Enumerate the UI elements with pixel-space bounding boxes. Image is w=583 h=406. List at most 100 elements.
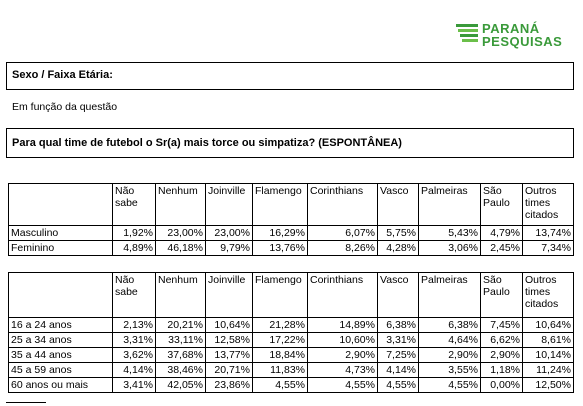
corner-cell: [8, 272, 113, 318]
value-cell: 3,62%: [112, 347, 156, 363]
value-cell: 7,25%: [377, 347, 419, 363]
value-cell: 23,00%: [155, 225, 206, 241]
column-header: Palmeiras: [418, 183, 481, 226]
value-cell: 9,79%: [205, 240, 253, 256]
value-cell: 12,58%: [205, 332, 253, 348]
value-cell: 5,43%: [418, 225, 481, 241]
value-cell: 4,64%: [418, 332, 481, 348]
value-cell: 6,62%: [480, 332, 523, 348]
value-cell: 20,21%: [155, 317, 206, 333]
column-header: Outros times citados: [522, 183, 574, 226]
value-cell: 42,05%: [155, 377, 206, 393]
value-cell: 2,90%: [480, 347, 523, 363]
data-row: Feminino 4,89% 46,18% 9,79% 13,76% 8,26% 4,28%…: [8, 240, 574, 256]
value-cell: 4,55%: [418, 377, 481, 393]
row-label: 45 a 59 anos: [8, 362, 113, 378]
logo-text: PARANÁ: [482, 21, 540, 36]
value-cell: 3,55%: [418, 362, 481, 378]
value-cell: 7,34%: [522, 240, 574, 256]
value-cell: 12,50%: [522, 377, 574, 393]
header-row: Não sabe Nenhum Joinville Flamengo Corinthia…: [8, 183, 574, 226]
value-cell: 2,90%: [307, 347, 378, 363]
section-subtitle: Em função da questão: [12, 101, 118, 113]
value-cell: 33,11%: [155, 332, 206, 348]
value-cell: 18,84%: [252, 347, 308, 363]
column-header: Joinville: [205, 183, 253, 226]
value-cell: 2,90%: [418, 347, 481, 363]
value-cell: 10,14%: [522, 347, 574, 363]
value-cell: 8,61%: [522, 332, 574, 348]
value-cell: 14,89%: [307, 317, 378, 333]
value-cell: 2,13%: [112, 317, 156, 333]
header-row: Não sabe Nenhum Joinville Flamengo Corinthia…: [8, 272, 574, 318]
value-cell: 4,28%: [377, 240, 419, 256]
value-cell: 3,31%: [377, 332, 419, 348]
data-table: Não sabe Nenhum Joinville Flamengo Corinthia…: [8, 272, 574, 393]
value-cell: 3,41%: [112, 377, 156, 393]
value-cell: 23,86%: [205, 377, 253, 393]
question: Para qual time de futebol o Sr(a) mais t…: [12, 137, 402, 149]
column-header: Outros times citados: [522, 272, 574, 318]
column-header: Corinthians: [307, 272, 378, 318]
value-cell: 4,89%: [112, 240, 156, 256]
value-cell: 37,68%: [155, 347, 206, 363]
data-row: 35 a 44 anos 3,62% 37,68% 13,77% 18,84% 2,90%…: [8, 347, 574, 363]
value-cell: 6,38%: [418, 317, 481, 333]
column-header: Flamengo: [252, 183, 308, 226]
value-cell: 4,55%: [252, 377, 308, 393]
value-cell: 17,22%: [252, 332, 308, 348]
column-header: Palmeiras: [418, 272, 481, 318]
value-cell: 20,71%: [205, 362, 253, 378]
value-cell: 13,76%: [252, 240, 308, 256]
value-cell: 23,00%: [205, 225, 253, 241]
column-header: Vasco: [377, 183, 419, 226]
column-header: Corinthians: [307, 183, 378, 226]
value-cell: 4,55%: [307, 377, 378, 393]
value-cell: 46,18%: [155, 240, 206, 256]
value-cell: 11,24%: [522, 362, 574, 378]
column-header: Vasco: [377, 272, 419, 318]
data-row: 16 a 24 anos 2,13% 20,21% 10,64% 21,28% 14,89…: [8, 317, 574, 333]
value-cell: 10,64%: [205, 317, 253, 333]
value-cell: 10,64%: [522, 317, 574, 333]
value-cell: 8,26%: [307, 240, 378, 256]
value-cell: 0,00%: [480, 377, 523, 393]
value-cell: 21,28%: [252, 317, 308, 333]
data-row: 60 anos ou mais 3,41% 42,05% 23,86% 4,55% 4,5…: [8, 377, 574, 393]
value-cell: 2,45%: [480, 240, 523, 256]
value-cell: 6,07%: [307, 225, 378, 241]
logo-mark: [456, 24, 478, 42]
column-header: Nenhum: [155, 272, 206, 318]
value-cell: 1,18%: [480, 362, 523, 378]
value-cell: 4,79%: [480, 225, 523, 241]
value-cell: 13,77%: [205, 347, 253, 363]
section-title: Sexo / Faixa Etária:: [12, 69, 113, 81]
column-header: São Paulo: [480, 272, 523, 318]
value-cell: 6,38%: [377, 317, 419, 333]
value-cell: 13,74%: [522, 225, 574, 241]
footer-rule: [6, 402, 46, 403]
value-cell: 4,55%: [377, 377, 419, 393]
column-header: Não sabe: [112, 183, 156, 226]
value-cell: 16,29%: [252, 225, 308, 241]
value-cell: 3,06%: [418, 240, 481, 256]
column-header: Flamengo: [252, 272, 308, 318]
column-header: Joinville: [205, 272, 253, 318]
value-cell: 38,46%: [155, 362, 206, 378]
data-table: Não sabe Nenhum Joinville Flamengo Corinthia…: [8, 183, 574, 256]
row-label: 60 anos ou mais: [8, 377, 113, 393]
column-header: Não sabe: [112, 272, 156, 318]
value-cell: 4,14%: [112, 362, 156, 378]
value-cell: 4,73%: [307, 362, 378, 378]
data-row: 45 a 59 anos 4,14% 38,46% 20,71% 11,83% 4,73%…: [8, 362, 574, 378]
row-label: Feminino: [8, 240, 113, 256]
value-cell: 1,92%: [112, 225, 156, 241]
question-box: [6, 128, 574, 158]
value-cell: 3,31%: [112, 332, 156, 348]
column-header: Nenhum: [155, 183, 206, 226]
section-box: [6, 62, 574, 90]
row-label: Masculino: [8, 225, 113, 241]
data-row: 25 a 34 anos 3,31% 33,11% 12,58% 17,22% 10,60…: [8, 332, 574, 348]
row-label: 16 a 24 anos: [8, 317, 113, 333]
